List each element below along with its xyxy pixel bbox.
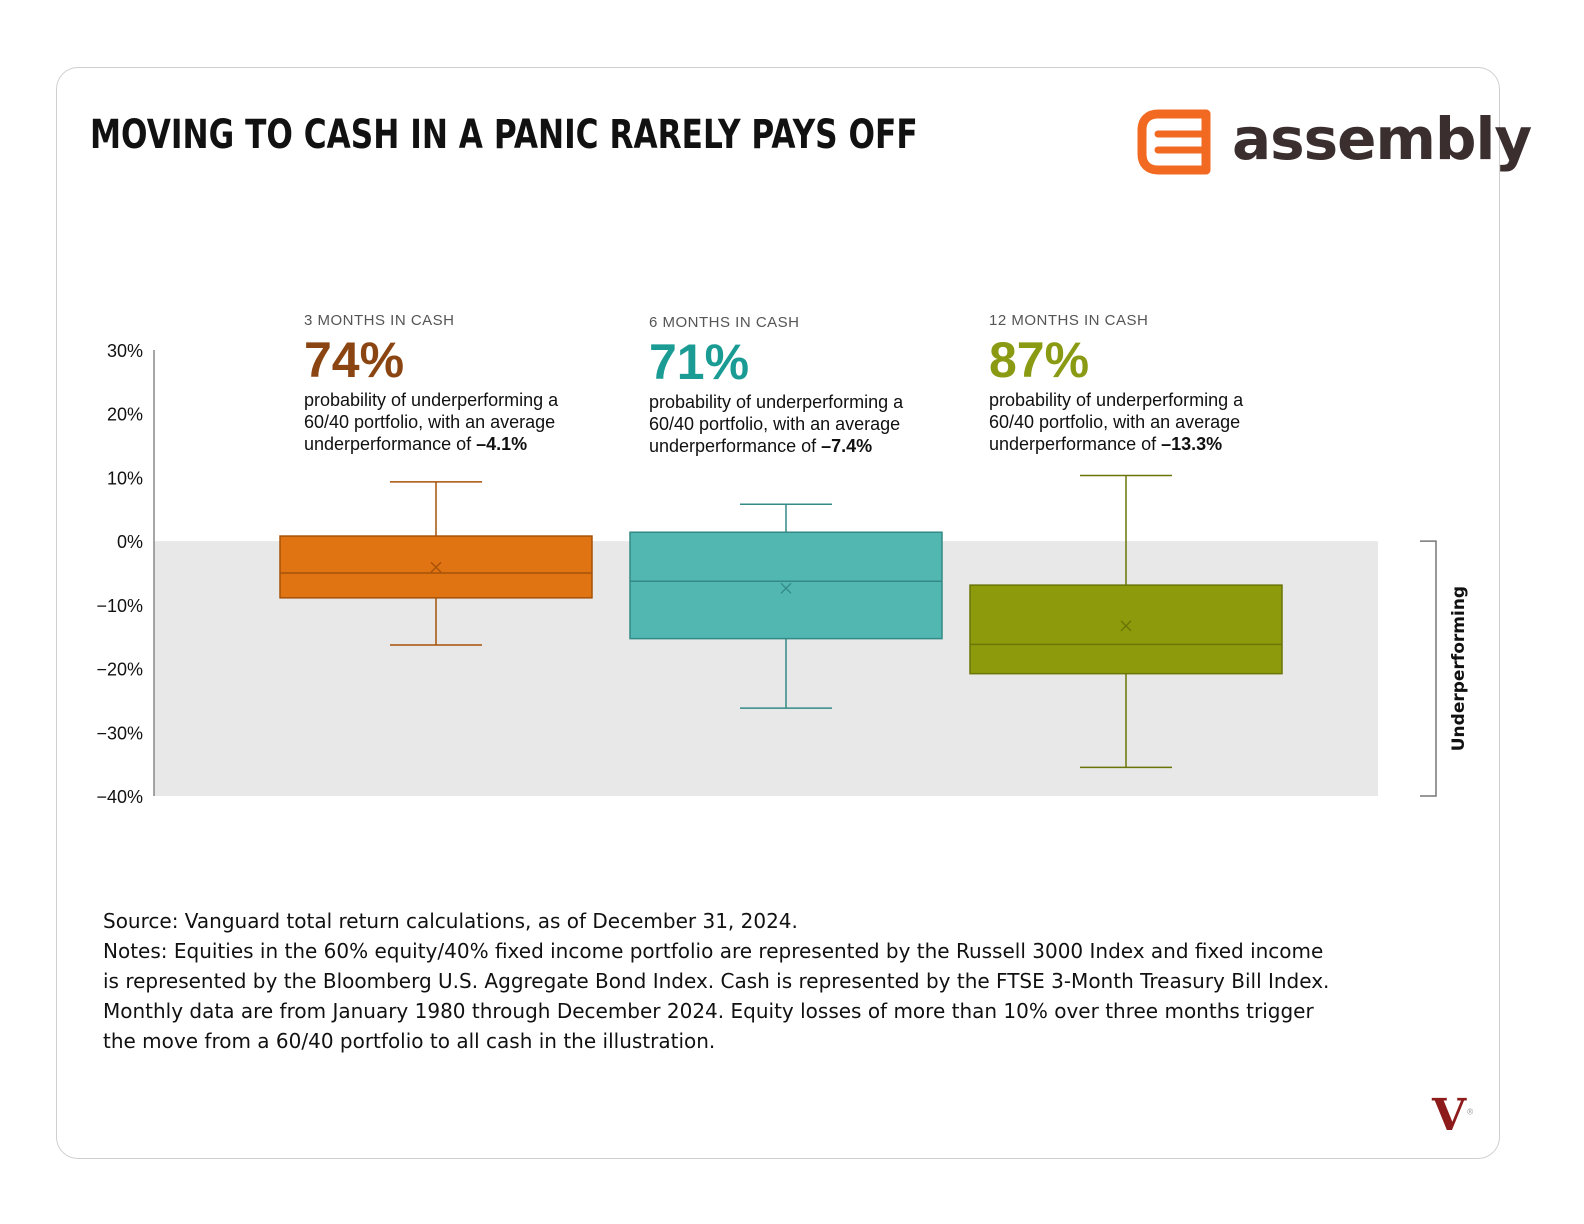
y-tick-label: −20% <box>96 660 143 680</box>
underperforming-label: Underperforming <box>1449 586 1469 751</box>
mean-marker <box>1120 620 1132 632</box>
series-name: 3 MONTHS IN CASH <box>304 312 455 329</box>
y-tick-label: −10% <box>96 596 143 616</box>
mean-marker <box>430 561 442 573</box>
series-name: 12 MONTHS IN CASH <box>989 312 1149 329</box>
footer-notes: Source: Vanguard total return calculatio… <box>103 906 1343 1056</box>
series-annotation-3: 12 MONTHS IN CASH 87% probability of under… <box>989 312 1289 455</box>
vanguard-mark: V® <box>1432 1090 1474 1141</box>
assembly-logo: assembly <box>1136 104 1532 180</box>
average-underperformance: –7.4% <box>821 436 873 456</box>
probability-description: probability of underperforming a 60/40 p… <box>649 391 949 457</box>
iqr-box <box>969 584 1283 675</box>
description-text: probability of underperforming a 60/40 p… <box>649 392 904 456</box>
probability-value: 71% <box>649 334 750 390</box>
y-tick-label: 20% <box>107 405 143 425</box>
assembly-logo-icon <box>1137 109 1211 175</box>
average-underperformance: –4.1% <box>476 434 528 454</box>
probability-description: probability of underperforming a 60/40 p… <box>989 389 1289 455</box>
series-annotation-1: 3 MONTHS IN CASH 74% probability of underp… <box>304 312 604 455</box>
box-2 <box>629 503 943 709</box>
logo-wordmark: assembly <box>1232 105 1532 173</box>
y-tick-label: 30% <box>107 341 143 361</box>
y-tick-label: 0% <box>117 532 143 552</box>
probability-description: probability of underperforming a 60/40 p… <box>304 389 604 455</box>
probability-value: 74% <box>304 332 405 388</box>
series-annotation-2: 6 MONTHS IN CASH 71% probability of underp… <box>649 314 949 457</box>
box-1 <box>279 481 593 646</box>
page-title: MOVING TO CASH IN A PANIC RARELY PAYS OF… <box>90 112 918 158</box>
box-3 <box>969 474 1283 769</box>
box-series <box>279 474 1283 769</box>
average-underperformance: –13.3% <box>1161 434 1223 454</box>
y-tick-label: −40% <box>96 787 143 807</box>
registered-mark: ® <box>1466 1107 1475 1117</box>
source-text: Source: Vanguard total return calculatio… <box>103 909 798 933</box>
series-name: 6 MONTHS IN CASH <box>649 314 800 331</box>
notes-text: Notes: Equities in the 60% equity/40% fi… <box>103 939 1330 1053</box>
description-text: probability of underperforming a 60/40 p… <box>989 390 1244 454</box>
y-tick-label: −30% <box>96 723 143 743</box>
mean-marker <box>780 582 792 594</box>
probability-value: 87% <box>989 332 1090 388</box>
iqr-box <box>629 531 943 640</box>
y-tick-label: 10% <box>107 468 143 488</box>
underperforming-bracket <box>1420 540 1437 797</box>
y-axis-ticks: 30% 20% 10% 0% −10% −20% −30% −40% <box>96 341 143 807</box>
description-text: probability of underperforming a 60/40 p… <box>304 390 559 454</box>
vanguard-letter: V <box>1432 1090 1467 1141</box>
